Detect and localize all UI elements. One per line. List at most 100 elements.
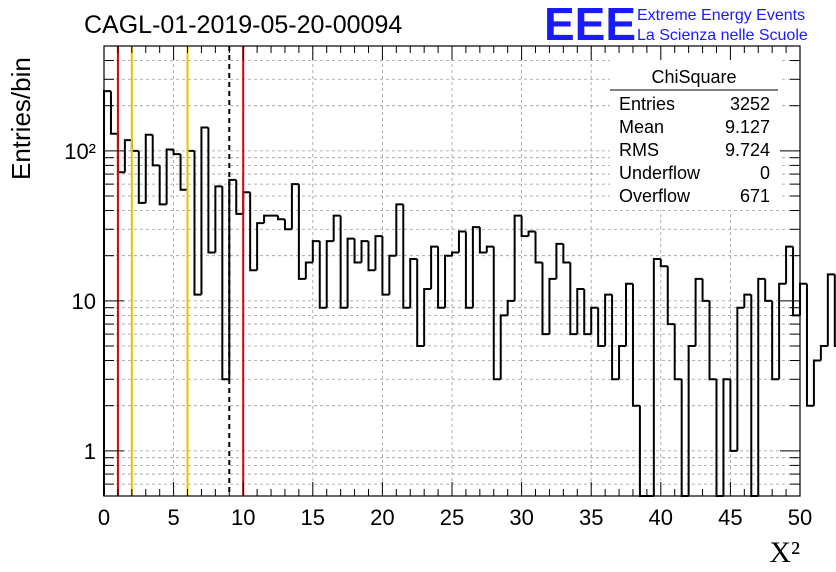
histogram-bin [652, 258, 661, 496]
histogram-bin [729, 379, 738, 452]
histogram-bin [471, 226, 480, 308]
histogram-bin [764, 278, 773, 302]
stats-label: Entries [619, 94, 675, 114]
histogram-bin [374, 235, 383, 271]
stats-value: 671 [740, 186, 770, 206]
histogram-bin [277, 215, 285, 221]
y-tick-label: 10² [64, 139, 96, 164]
histogram-bin [478, 227, 487, 254]
histogram-bin [214, 185, 223, 253]
histogram-bin [743, 293, 752, 308]
stats-label: Mean [619, 117, 664, 137]
histogram-bin [297, 184, 306, 280]
histogram-bin [499, 314, 508, 380]
histogram-bin [290, 183, 299, 230]
histogram-bin [799, 282, 807, 316]
histogram-bin [618, 345, 626, 380]
histogram-bin [402, 204, 411, 309]
histogram-bin [569, 262, 578, 336]
histogram-bin [207, 127, 216, 254]
histogram-bin [346, 237, 355, 308]
histogram-bin [144, 133, 153, 203]
stats-box-background [610, 60, 780, 210]
x-tick-label: 30 [509, 505, 533, 530]
histogram-bin [694, 277, 703, 346]
stats-value: 3252 [730, 94, 770, 114]
x-tick-label: 5 [167, 505, 179, 530]
eee-logo-line1: Extreme Energy Events [637, 7, 805, 24]
histogram-bin [158, 165, 167, 206]
histogram-bin [583, 288, 592, 336]
x-axis-title: X² [769, 536, 800, 569]
histogram-bin [165, 148, 174, 205]
histogram-bin [123, 139, 132, 173]
eee-logo-mark: EEE [544, 0, 636, 50]
histogram-bin [513, 214, 522, 301]
stats-label: RMS [619, 140, 659, 160]
histogram-bin [360, 240, 369, 263]
histogram-bin [130, 140, 139, 152]
histogram-bin [792, 246, 800, 317]
histogram-bin [304, 261, 313, 279]
histogram-bin [604, 293, 613, 346]
histogram-bin [103, 90, 111, 496]
stats-value: 9.724 [725, 140, 770, 160]
histogram-bin [116, 133, 125, 174]
histogram-bin [757, 277, 766, 496]
histogram-bin [771, 300, 780, 381]
histogram-bin [283, 219, 292, 231]
histogram-bin [367, 241, 376, 272]
x-tick-label: 20 [370, 505, 394, 530]
stats-box: ChiSquare Entries 3252 Mean 9.127 RMS 9.724 Un… [610, 60, 780, 210]
histogram-bin [562, 243, 571, 264]
histogram-bin [805, 283, 814, 407]
histogram-bin [548, 277, 557, 335]
histogram-bin [555, 242, 564, 279]
histogram-bin [179, 154, 188, 191]
histogram-bin [381, 236, 390, 296]
histogram-bin [235, 179, 244, 215]
histogram-bin [437, 246, 446, 309]
stats-title: ChiSquare [651, 67, 736, 87]
histogram-bin [457, 230, 466, 253]
stats-label: Underflow [619, 163, 701, 183]
histogram-bin [666, 266, 675, 326]
x-tick-label: 0 [98, 505, 110, 530]
histogram-bin [311, 240, 320, 263]
histogram-bin [576, 287, 585, 335]
y-axis-title: Entries/bin [6, 57, 36, 180]
histogram-bin [701, 278, 710, 302]
x-tick-label: 40 [649, 505, 673, 530]
histogram-bin [485, 245, 494, 253]
histogram-bin [778, 282, 787, 380]
histogram-bin [416, 259, 425, 347]
histogram-bin [708, 300, 717, 381]
histogram-bin [318, 241, 327, 309]
x-tick-label: 15 [301, 505, 325, 530]
stats-value: 0 [760, 163, 770, 183]
histogram-bin [826, 273, 835, 346]
x-tick-label: 35 [579, 505, 603, 530]
histogram-bin [395, 203, 404, 256]
histogram-bin [680, 379, 689, 497]
threshold-lines [116, 46, 245, 496]
stats-rows: Entries 3252 Mean 9.127 RMS 9.724 Underflow 0 Ov… [619, 94, 770, 206]
histogram-bin [137, 150, 146, 204]
histogram-bin [332, 214, 341, 242]
histogram-bin [812, 359, 821, 406]
histogram-bin [464, 231, 473, 309]
x-tick-label: 10 [231, 505, 255, 530]
stats-label: Overflow [619, 186, 691, 206]
histogram-bin [833, 274, 836, 347]
histogram-bin [750, 294, 759, 497]
histogram-bin [722, 378, 731, 496]
histogram-bin [193, 150, 202, 296]
histogram-bin [151, 134, 160, 167]
histogram-bin [819, 345, 828, 361]
histogram-bin [451, 251, 459, 256]
x-axis-ticks: 0 5 10 15 20 25 30 35 40 45 50 [98, 46, 812, 530]
histogram-bin [659, 259, 668, 268]
histogram-bin [597, 307, 606, 347]
histogram-bin [527, 230, 536, 237]
histogram-bin [228, 178, 237, 380]
